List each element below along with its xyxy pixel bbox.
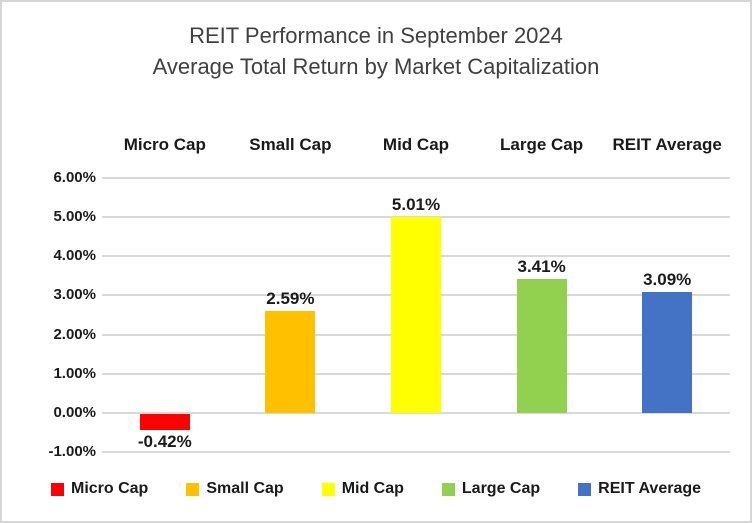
- legend-label-small-cap: Small Cap: [206, 480, 284, 497]
- legend-item-large-cap: Large Cap: [441, 480, 541, 498]
- y-axis-tick--1.00%: -1.00%: [48, 443, 96, 460]
- chart-title-line-1: REIT Performance in September 2024: [189, 23, 563, 48]
- y-axis-tick-0.00%: 0.00%: [53, 403, 96, 421]
- category-label-mid-cap: Mid Cap: [382, 135, 450, 154]
- gridline-0.00%: [102, 411, 730, 414]
- data-label-mid-cap: 5.01%: [391, 194, 441, 214]
- legend-swatch-icon: [50, 482, 64, 496]
- y-axis-tick-6.00%: 6.00%: [53, 169, 96, 186]
- y-axis-tick-1.00%: 1.00%: [53, 364, 96, 382]
- legend-item-micro-cap: Micro Cap: [50, 480, 149, 498]
- category-label-micro-cap: Micro Cap: [123, 135, 206, 154]
- chart-legend: Micro Cap Small Cap Mid Cap Large Cap REIT A…: [2, 480, 750, 498]
- y-axis-tick-2.00%: 2.00%: [53, 325, 96, 343]
- category-label-reit-average: REIT Average: [612, 135, 722, 154]
- data-label-reit-average: 3.09%: [643, 269, 692, 289]
- data-label-small-cap: 2.59%: [266, 289, 315, 309]
- legend-swatch-icon: [321, 482, 335, 496]
- y-axis-tick-5.00%: 5.00%: [53, 208, 96, 226]
- legend-label-mid-cap: Mid Cap: [341, 480, 404, 497]
- legend-label-reit-average: REIT Average: [598, 480, 702, 497]
- y-axis-tick-3.00%: 3.00%: [53, 286, 96, 304]
- gridline-6.00%: [102, 177, 730, 179]
- y-axis-tick-4.00%: 4.00%: [53, 247, 96, 265]
- data-label-large-cap: 3.41%: [517, 257, 566, 277]
- legend-label-large-cap: Large Cap: [461, 480, 541, 497]
- category-axis: Micro Cap Small Cap Mid Cap Large Cap REIT A…: [102, 132, 730, 158]
- category-label-large-cap: Large Cap: [500, 135, 584, 154]
- bar-reit-average: [642, 291, 693, 413]
- chart-title: REIT Performance in September 2024 Avera…: [2, 20, 750, 82]
- bar-mid-cap: [391, 216, 441, 413]
- chart-title-line-2: Average Total Return by Market Capitaliz…: [152, 54, 600, 79]
- legend-item-small-cap: Small Cap: [186, 480, 284, 498]
- gridline--1.00%: [102, 451, 730, 453]
- legend-swatch-icon: [578, 482, 592, 496]
- data-label-micro-cap: -0.42%: [137, 432, 192, 452]
- bar-large-cap: [516, 279, 567, 413]
- legend-label-micro-cap: Micro Cap: [70, 480, 149, 497]
- legend-swatch-icon: [186, 482, 200, 496]
- legend-item-reit-average: REIT Average: [578, 480, 701, 498]
- category-label-small-cap: Small Cap: [249, 135, 332, 154]
- bar-small-cap: [265, 311, 316, 413]
- legend-swatch-icon: [441, 482, 455, 496]
- legend-item-mid-cap: Mid Cap: [321, 480, 404, 498]
- bar-micro-cap: [139, 413, 190, 431]
